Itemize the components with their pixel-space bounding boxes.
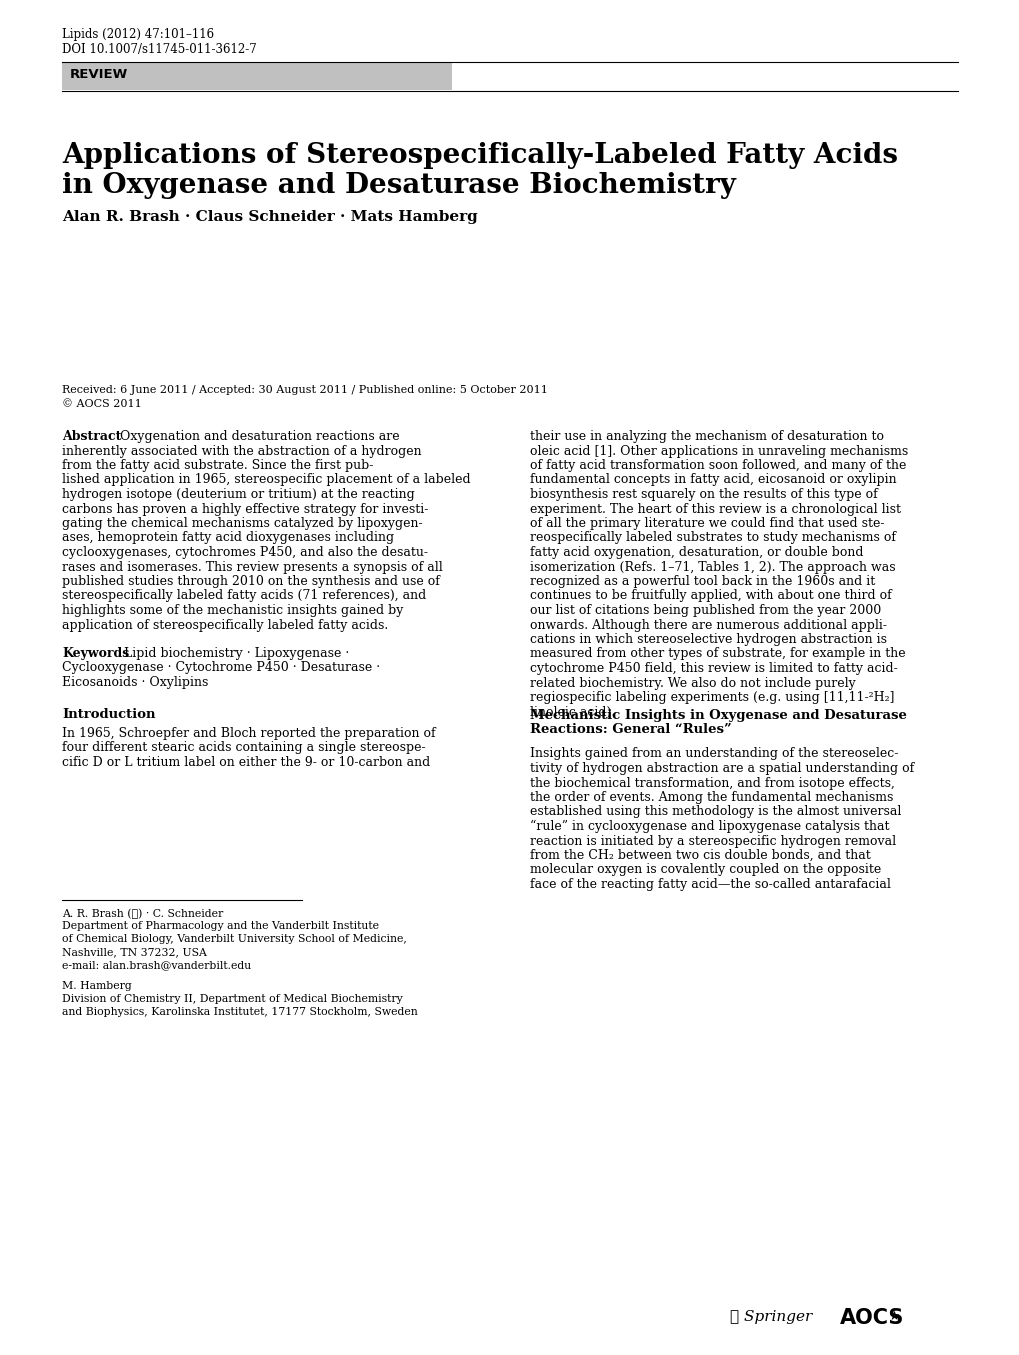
- Text: molecular oxygen is covalently coupled on the opposite: molecular oxygen is covalently coupled o…: [530, 863, 880, 877]
- Text: and Biophysics, Karolinska Institutet, 17177 Stockholm, Sweden: and Biophysics, Karolinska Institutet, 1…: [62, 1007, 418, 1018]
- Text: Division of Chemistry II, Department of Medical Biochemistry: Division of Chemistry II, Department of …: [62, 995, 403, 1004]
- Text: inherently associated with the abstraction of a hydrogen: inherently associated with the abstracti…: [62, 444, 421, 458]
- Text: cyclooxygenases, cytochromes P450, and also the desatu-: cyclooxygenases, cytochromes P450, and a…: [62, 546, 428, 560]
- Text: Received: 6 June 2011 / Accepted: 30 August 2011 / Published online: 5 October 2: Received: 6 June 2011 / Accepted: 30 Aug…: [62, 385, 547, 396]
- Text: from the CH₂ between two cis double bonds, and that: from the CH₂ between two cis double bond…: [530, 850, 870, 862]
- Text: Keywords: Keywords: [62, 646, 129, 660]
- Text: continues to be fruitfully applied, with about one third of: continues to be fruitfully applied, with…: [530, 589, 891, 603]
- Text: regiospecific labeling experiments (e.g. using [11,11-²H₂]: regiospecific labeling experiments (e.g.…: [530, 691, 894, 705]
- Text: stereospecifically labeled fatty acids (71 references), and: stereospecifically labeled fatty acids (…: [62, 589, 426, 603]
- Text: In 1965, Schroepfer and Bloch reported the preparation of: In 1965, Schroepfer and Bloch reported t…: [62, 726, 435, 740]
- Text: their use in analyzing the mechanism of desaturation to: their use in analyzing the mechanism of …: [530, 430, 883, 443]
- Text: in Oxygenase and Desaturase Biochemistry: in Oxygenase and Desaturase Biochemistry: [62, 172, 735, 199]
- Text: application of stereospecifically labeled fatty acids.: application of stereospecifically labele…: [62, 618, 388, 631]
- Text: cific D or L tritium label on either the 9- or 10-carbon and: cific D or L tritium label on either the…: [62, 756, 430, 768]
- Text: cations in which stereoselective hydrogen abstraction is: cations in which stereoselective hydroge…: [530, 633, 887, 646]
- Text: Lipid biochemistry · Lipoxygenase ·: Lipid biochemistry · Lipoxygenase ·: [124, 646, 348, 660]
- Text: published studies through 2010 on the synthesis and use of: published studies through 2010 on the sy…: [62, 575, 439, 588]
- Text: established using this methodology is the almost universal: established using this methodology is th…: [530, 805, 901, 818]
- Text: Abstract: Abstract: [62, 430, 121, 443]
- Text: fundamental concepts in fatty acid, eicosanoid or oxylipin: fundamental concepts in fatty acid, eico…: [530, 473, 896, 486]
- Text: ℒ Springer: ℒ Springer: [730, 1310, 811, 1324]
- Text: our list of citations being published from the year 2000: our list of citations being published fr…: [530, 604, 880, 617]
- Text: carbons has proven a highly effective strategy for investi-: carbons has proven a highly effective st…: [62, 503, 428, 515]
- Text: isomerization (Refs. 1–71, Tables 1, 2). The approach was: isomerization (Refs. 1–71, Tables 1, 2).…: [530, 561, 895, 573]
- Text: experiment. The heart of this review is a chronological list: experiment. The heart of this review is …: [530, 503, 900, 515]
- Text: © AOCS 2011: © AOCS 2011: [62, 398, 142, 409]
- Text: “rule” in cyclooxygenase and lipoxygenase catalysis that: “rule” in cyclooxygenase and lipoxygenas…: [530, 820, 889, 833]
- Text: hydrogen isotope (deuterium or tritium) at the reacting: hydrogen isotope (deuterium or tritium) …: [62, 488, 415, 501]
- Text: Applications of Stereospecifically-Labeled Fatty Acids: Applications of Stereospecifically-Label…: [62, 142, 897, 169]
- Text: Nashville, TN 37232, USA: Nashville, TN 37232, USA: [62, 947, 207, 957]
- Text: biosynthesis rest squarely on the results of this type of: biosynthesis rest squarely on the result…: [530, 488, 877, 501]
- Text: Alan R. Brash · Claus Schneider · Mats Hamberg: Alan R. Brash · Claus Schneider · Mats H…: [62, 210, 477, 224]
- Text: Introduction: Introduction: [62, 709, 155, 721]
- Text: reospecifically labeled substrates to study mechanisms of: reospecifically labeled substrates to st…: [530, 531, 895, 545]
- Text: gating the chemical mechanisms catalyzed by lipoxygen-: gating the chemical mechanisms catalyzed…: [62, 518, 422, 530]
- Text: Cyclooxygenase · Cytochrome P450 · Desaturase ·: Cyclooxygenase · Cytochrome P450 · Desat…: [62, 661, 380, 675]
- Text: linoleic acid).: linoleic acid).: [530, 706, 614, 718]
- Text: ases, hemoprotein fatty acid dioxygenases including: ases, hemoprotein fatty acid dioxygenase…: [62, 531, 393, 545]
- Text: recognized as a powerful tool back in the 1960s and it: recognized as a powerful tool back in th…: [530, 575, 874, 588]
- Text: four different stearic acids containing a single stereospe-: four different stearic acids containing …: [62, 741, 425, 753]
- Text: fatty acid oxygenation, desaturation, or double bond: fatty acid oxygenation, desaturation, or…: [530, 546, 863, 560]
- Text: Insights gained from an understanding of the stereoselec-: Insights gained from an understanding of…: [530, 748, 898, 760]
- Text: tivity of hydrogen abstraction are a spatial understanding of: tivity of hydrogen abstraction are a spa…: [530, 762, 913, 775]
- Text: A. R. Brash (✉) · C. Schneider: A. R. Brash (✉) · C. Schneider: [62, 908, 223, 919]
- Text: from the fatty acid substrate. Since the first pub-: from the fatty acid substrate. Since the…: [62, 459, 373, 472]
- Text: rases and isomerases. This review presents a synopsis of all: rases and isomerases. This review presen…: [62, 561, 442, 573]
- Text: of all the primary literature we could find that used ste-: of all the primary literature we could f…: [530, 518, 883, 530]
- Text: Reactions: General “Rules”: Reactions: General “Rules”: [530, 724, 731, 736]
- Text: reaction is initiated by a stereospecific hydrogen removal: reaction is initiated by a stereospecifi…: [530, 835, 896, 847]
- Text: Eicosanoids · Oxylipins: Eicosanoids · Oxylipins: [62, 676, 208, 688]
- Text: Lipids (2012) 47:101–116: Lipids (2012) 47:101–116: [62, 28, 214, 41]
- Text: oleic acid [1]. Other applications in unraveling mechanisms: oleic acid [1]. Other applications in un…: [530, 444, 907, 458]
- Text: face of the reacting fatty acid—the so-called antarafacial: face of the reacting fatty acid—the so-c…: [530, 878, 890, 892]
- Text: the order of events. Among the fundamental mechanisms: the order of events. Among the fundament…: [530, 791, 893, 804]
- Text: e-mail: alan.brash@vanderbilt.edu: e-mail: alan.brash@vanderbilt.edu: [62, 959, 251, 970]
- Text: Oxygenation and desaturation reactions are: Oxygenation and desaturation reactions a…: [120, 430, 399, 443]
- Text: lished application in 1965, stereospecific placement of a labeled: lished application in 1965, stereospecif…: [62, 473, 470, 486]
- Text: highlights some of the mechanistic insights gained by: highlights some of the mechanistic insig…: [62, 604, 403, 617]
- Text: onwards. Although there are numerous additional appli-: onwards. Although there are numerous add…: [530, 618, 887, 631]
- Text: M. Hamberg: M. Hamberg: [62, 981, 131, 991]
- Text: DOI 10.1007/s11745-011-3612-7: DOI 10.1007/s11745-011-3612-7: [62, 43, 257, 56]
- Text: cytochrome P450 field, this review is limited to fatty acid-: cytochrome P450 field, this review is li…: [530, 663, 897, 675]
- Text: Mechanistic Insights in Oxygenase and Desaturase: Mechanistic Insights in Oxygenase and De…: [530, 709, 906, 721]
- Text: of fatty acid transformation soon followed, and many of the: of fatty acid transformation soon follow…: [530, 459, 906, 472]
- Text: the biochemical transformation, and from isotope effects,: the biochemical transformation, and from…: [530, 776, 894, 790]
- Bar: [62, 62, 451, 89]
- Text: of Chemical Biology, Vanderbilt University School of Medicine,: of Chemical Biology, Vanderbilt Universi…: [62, 934, 407, 944]
- Text: REVIEW: REVIEW: [70, 68, 128, 81]
- Text: AOCS: AOCS: [840, 1308, 904, 1328]
- Text: measured from other types of substrate, for example in the: measured from other types of substrate, …: [530, 648, 905, 660]
- Text: related biochemistry. We also do not include purely: related biochemistry. We also do not inc…: [530, 676, 855, 690]
- Text: ★: ★: [888, 1310, 899, 1322]
- Text: Department of Pharmacology and the Vanderbilt Institute: Department of Pharmacology and the Vande…: [62, 921, 379, 931]
